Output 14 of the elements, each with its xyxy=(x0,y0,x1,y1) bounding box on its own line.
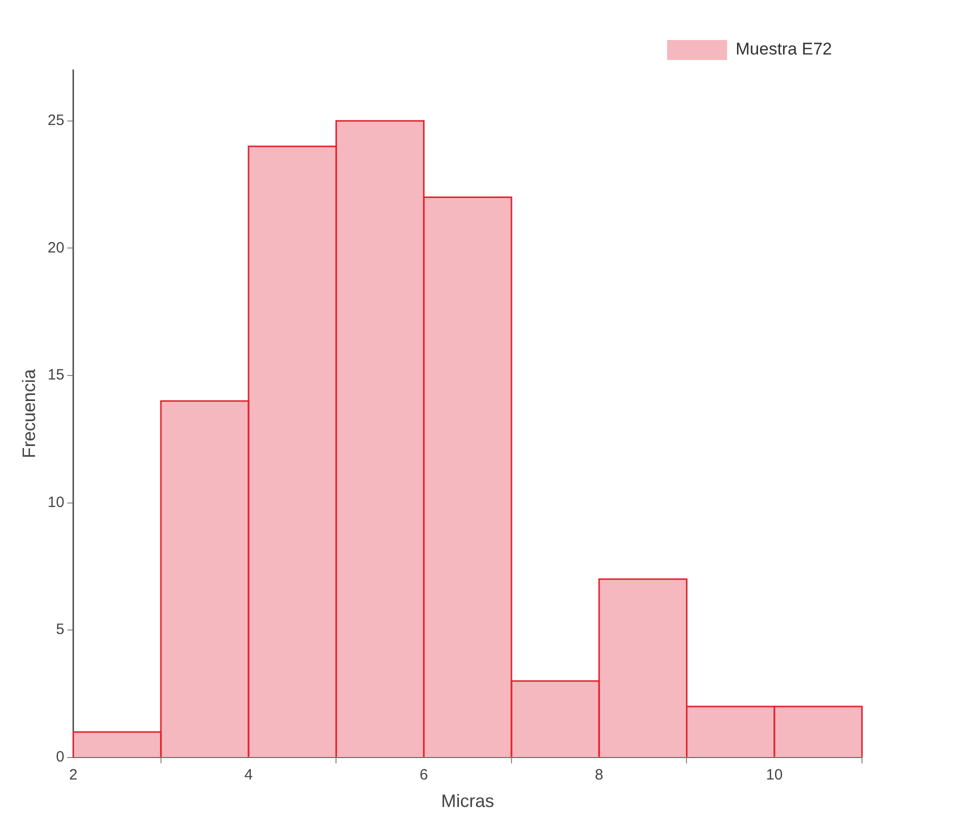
x-tick-label: 8 xyxy=(594,766,604,784)
legend-label: Muestra E72 xyxy=(736,40,832,59)
y-tick-label: 0 xyxy=(56,748,64,766)
x-tick-label: 6 xyxy=(420,766,428,784)
x-tick-label: 4 xyxy=(244,766,253,784)
y-axis-title: Frecuencia xyxy=(18,368,39,458)
y-tick-label: 10 xyxy=(48,494,64,511)
y-tick-label: 5 xyxy=(56,621,64,638)
x-axis-title: Micras xyxy=(441,791,494,812)
y-tick-label: 15 xyxy=(48,366,64,384)
y-tick-label: 20 xyxy=(48,239,64,256)
x-tick-label: 2 xyxy=(69,766,78,784)
y-tick-label: 25 xyxy=(48,112,64,130)
x-tick-label: 10 xyxy=(766,766,783,784)
